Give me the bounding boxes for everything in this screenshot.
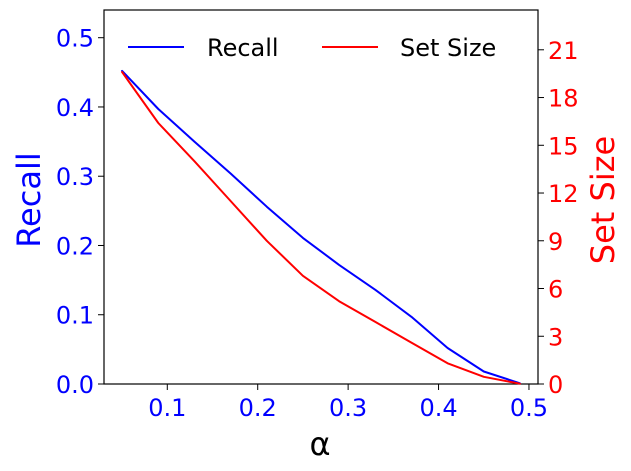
left-y-tick-label: 0.4 (56, 94, 94, 122)
left-y-tick-label: 0.3 (56, 163, 94, 191)
x-tick-label: 0.3 (329, 394, 367, 422)
legend: Recall Set Size (128, 34, 496, 62)
series-line-recall (121, 69, 521, 385)
right-y-tick-label: 21 (548, 37, 579, 65)
right-y-tick-label: 3 (548, 323, 563, 351)
series-lines (121, 69, 521, 385)
right-y-tick-label: 12 (548, 180, 579, 208)
x-axis-ticks: 0.1 0.2 0.3 0.4 0.5 (148, 384, 548, 422)
right-y-tick-label: 6 (548, 276, 563, 304)
right-y-tick-label: 0 (548, 371, 563, 399)
left-y-axis-ticks: 0.0 0.1 0.2 0.3 0.4 0.5 (56, 25, 104, 399)
x-tick-label: 0.2 (239, 394, 277, 422)
series-line-set-size (121, 71, 521, 385)
right-y-tick-label: 18 (548, 85, 579, 113)
left-y-tick-label: 0.2 (56, 232, 94, 260)
right-y-tick-label: 15 (548, 132, 579, 160)
plot-border (103, 9, 539, 385)
left-y-axis-title: Recall (10, 152, 48, 247)
x-axis-title: α (309, 425, 330, 463)
legend-label-set-size: Set Size (400, 34, 496, 62)
x-tick-label: 0.5 (510, 394, 548, 422)
left-y-tick-label: 0.1 (56, 302, 94, 330)
plot-frame (103, 9, 539, 385)
left-y-tick-label: 0.0 (56, 371, 94, 399)
left-y-tick-label: 0.5 (56, 25, 94, 53)
legend-label-recall: Recall (207, 34, 279, 62)
x-tick-label: 0.1 (148, 394, 186, 422)
right-y-axis-ticks: 0 3 6 9 12 15 18 21 (538, 37, 579, 399)
right-y-axis-title: Set Size (584, 136, 622, 264)
right-y-tick-label: 9 (548, 228, 563, 256)
x-tick-label: 0.4 (419, 394, 457, 422)
